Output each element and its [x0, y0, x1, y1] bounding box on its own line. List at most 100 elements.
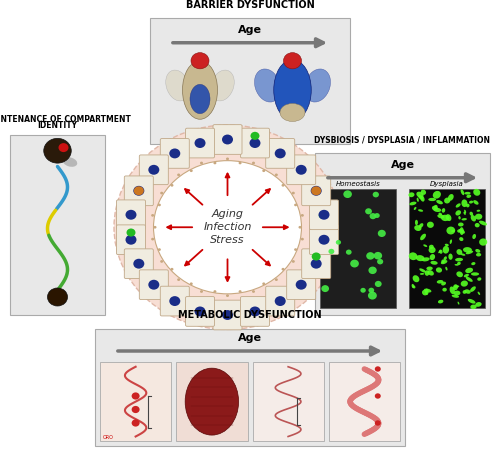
Bar: [409, 189, 485, 308]
Ellipse shape: [416, 198, 419, 202]
Ellipse shape: [476, 210, 480, 212]
FancyBboxPatch shape: [213, 125, 242, 154]
FancyBboxPatch shape: [116, 200, 146, 230]
Ellipse shape: [424, 270, 430, 276]
FancyBboxPatch shape: [160, 139, 190, 168]
Circle shape: [252, 162, 255, 164]
Bar: [10, 135, 105, 315]
FancyBboxPatch shape: [310, 225, 338, 255]
Circle shape: [375, 420, 381, 426]
Ellipse shape: [436, 267, 442, 273]
Ellipse shape: [429, 245, 434, 249]
Ellipse shape: [464, 274, 469, 277]
Circle shape: [368, 288, 374, 293]
Ellipse shape: [478, 277, 482, 281]
Circle shape: [170, 148, 180, 158]
Ellipse shape: [254, 69, 280, 102]
Bar: [176, 362, 248, 441]
Ellipse shape: [428, 247, 436, 253]
Circle shape: [58, 143, 68, 152]
Circle shape: [222, 135, 233, 144]
Bar: [329, 362, 400, 441]
Ellipse shape: [468, 299, 475, 304]
FancyBboxPatch shape: [124, 249, 154, 279]
Ellipse shape: [441, 215, 450, 221]
Circle shape: [312, 252, 320, 261]
Ellipse shape: [210, 70, 234, 101]
Ellipse shape: [452, 295, 459, 298]
Ellipse shape: [466, 194, 471, 198]
Circle shape: [336, 240, 341, 245]
Circle shape: [368, 292, 377, 300]
Circle shape: [160, 192, 163, 194]
Circle shape: [132, 419, 140, 427]
Circle shape: [350, 260, 359, 267]
Ellipse shape: [474, 223, 480, 227]
Ellipse shape: [442, 208, 445, 213]
Circle shape: [318, 235, 330, 245]
Ellipse shape: [280, 104, 305, 122]
Circle shape: [238, 162, 242, 164]
Ellipse shape: [425, 288, 428, 295]
Circle shape: [132, 406, 140, 413]
Ellipse shape: [422, 290, 428, 296]
Ellipse shape: [408, 192, 414, 197]
Ellipse shape: [469, 201, 473, 203]
Ellipse shape: [450, 239, 452, 244]
Ellipse shape: [458, 222, 464, 226]
FancyBboxPatch shape: [124, 176, 154, 206]
Ellipse shape: [446, 267, 448, 270]
Circle shape: [310, 259, 322, 269]
FancyBboxPatch shape: [286, 155, 316, 184]
Ellipse shape: [408, 252, 418, 260]
Ellipse shape: [456, 249, 462, 255]
Ellipse shape: [441, 282, 446, 285]
Ellipse shape: [433, 191, 441, 198]
Ellipse shape: [475, 214, 482, 220]
Circle shape: [194, 306, 205, 316]
Circle shape: [160, 260, 163, 263]
Circle shape: [294, 203, 297, 206]
Ellipse shape: [464, 289, 470, 294]
Ellipse shape: [475, 302, 482, 307]
Ellipse shape: [470, 286, 476, 292]
Ellipse shape: [418, 195, 423, 200]
Circle shape: [322, 285, 329, 292]
Ellipse shape: [466, 277, 472, 282]
Circle shape: [158, 248, 161, 251]
Ellipse shape: [459, 229, 465, 234]
Ellipse shape: [430, 261, 438, 265]
Circle shape: [275, 278, 278, 281]
Ellipse shape: [448, 253, 452, 260]
Circle shape: [292, 260, 295, 263]
Ellipse shape: [420, 196, 424, 202]
Circle shape: [114, 125, 341, 329]
FancyBboxPatch shape: [186, 128, 214, 158]
Circle shape: [296, 165, 306, 175]
Text: Age: Age: [238, 333, 262, 343]
Ellipse shape: [471, 272, 479, 276]
Ellipse shape: [439, 250, 442, 254]
FancyBboxPatch shape: [266, 286, 294, 316]
Ellipse shape: [424, 244, 428, 247]
Bar: [315, 153, 490, 315]
FancyBboxPatch shape: [140, 155, 168, 184]
Ellipse shape: [478, 292, 480, 295]
Ellipse shape: [479, 220, 487, 225]
Circle shape: [214, 290, 216, 293]
Ellipse shape: [464, 212, 466, 215]
Circle shape: [170, 268, 173, 270]
Circle shape: [132, 392, 140, 400]
Ellipse shape: [426, 266, 433, 270]
Circle shape: [250, 132, 260, 140]
Ellipse shape: [456, 210, 461, 216]
Circle shape: [284, 53, 302, 69]
Ellipse shape: [456, 203, 460, 207]
Circle shape: [377, 259, 383, 265]
Ellipse shape: [190, 85, 210, 113]
Ellipse shape: [432, 206, 438, 211]
Ellipse shape: [438, 250, 442, 253]
Ellipse shape: [428, 198, 436, 201]
Ellipse shape: [438, 214, 444, 219]
Circle shape: [360, 288, 366, 293]
